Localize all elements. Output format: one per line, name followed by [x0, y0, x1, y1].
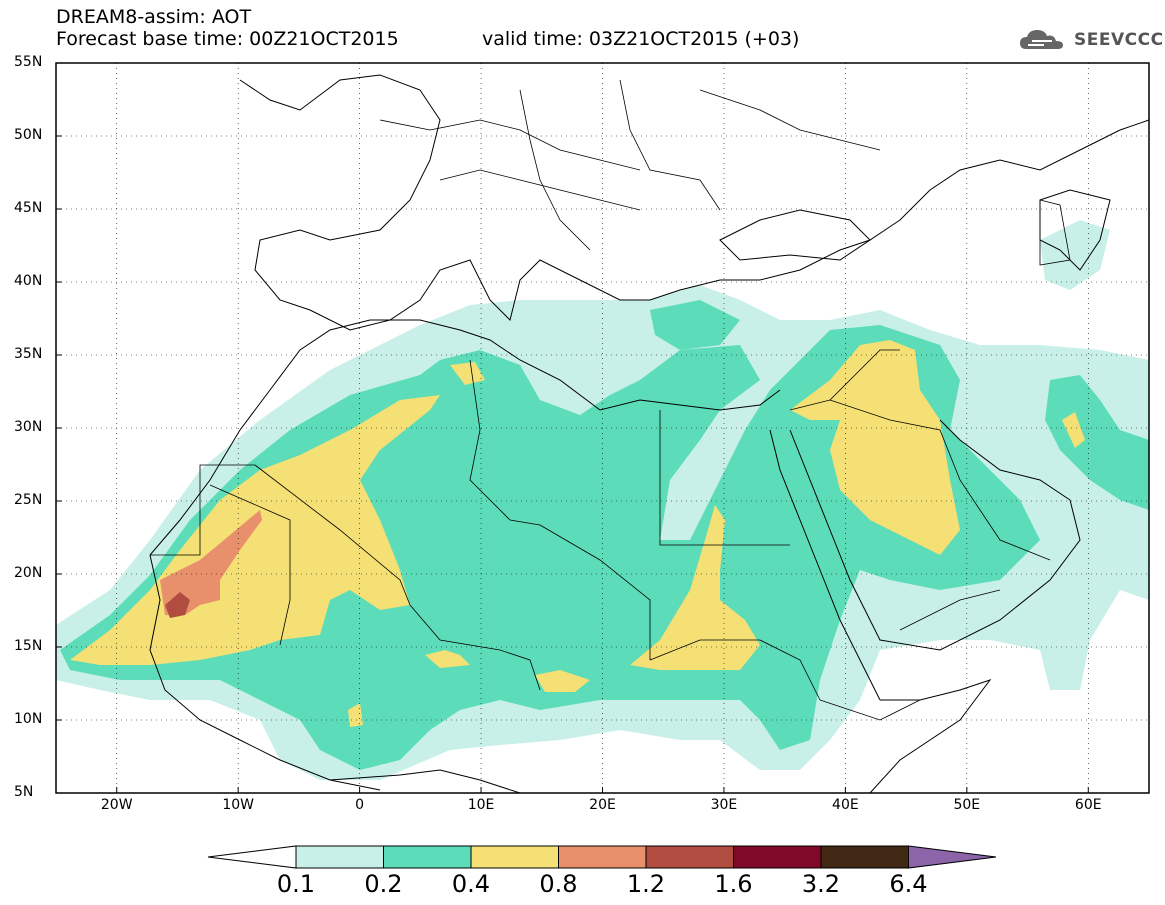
colorbar-label: 6.4 — [889, 870, 928, 898]
country-borders — [150, 79, 1071, 721]
latitude-label: 30N — [14, 419, 43, 435]
colorbar — [207, 845, 997, 869]
map-title: DREAM8-assim: AOT — [56, 6, 252, 28]
colorbar-label: 0.1 — [276, 870, 316, 898]
aot-band-0-4-iran — [1062, 412, 1085, 448]
colorbar-swatch-3 — [470, 845, 559, 869]
colorbar-max-arrow — [908, 845, 997, 869]
coastline-europe — [239, 74, 1149, 331]
coastline-gulf-guinea — [329, 769, 521, 793]
coastline-west-africa — [149, 554, 381, 791]
aot-band-0-4-chad — [535, 670, 590, 692]
cloud-icon — [1020, 30, 1063, 49]
aot-band-0-2 — [60, 325, 1040, 770]
colorbar-swatch-7 — [820, 845, 909, 869]
colorbar-swatch-5 — [645, 845, 734, 869]
border-algeria-libya — [469, 359, 541, 526]
aot-band-0-8 — [160, 510, 262, 615]
aot-band-1-2 — [165, 592, 190, 618]
aot-band-0-4-tunisia — [450, 362, 485, 385]
latitude-label: 15N — [14, 638, 43, 654]
latitude-label: 50N — [14, 127, 43, 143]
colorbar-label: 0.8 — [539, 870, 578, 898]
colorbar-label: 1.2 — [626, 870, 666, 898]
border-ethiopia — [819, 699, 921, 721]
coastline-north-africa — [149, 319, 781, 556]
longitude-label: 50E — [953, 797, 981, 813]
colorbar-label: 1.6 — [714, 870, 753, 898]
axis-ticks — [56, 62, 1089, 794]
logo-text: SEEVCCC — [1074, 30, 1164, 50]
latitude-label: 40N — [14, 273, 43, 289]
border-libya-chad — [539, 524, 651, 660]
latitude-label: 25N — [14, 492, 43, 508]
graticule — [56, 63, 1149, 793]
border-europe-1 — [379, 119, 641, 171]
latitude-label: 55N — [14, 54, 43, 70]
coastline-red-sea — [769, 429, 881, 701]
colorbar-min-arrow — [207, 845, 297, 869]
border-europe-3 — [519, 89, 591, 251]
coastline-arabia — [789, 419, 1081, 651]
seevccc-logo: SEEVCCC — [1018, 26, 1164, 54]
colorbar-swatch-2 — [383, 845, 472, 869]
border-europe-2 — [439, 169, 641, 211]
aot-band-0-2-aegean — [650, 300, 740, 350]
border-niger-chad — [409, 604, 541, 691]
border-libya-egypt — [659, 410, 790, 546]
colorbar-label: 3.2 — [801, 870, 841, 898]
border-sudan — [649, 639, 821, 701]
border-yemen — [899, 589, 1001, 631]
longitude-label: 10E — [467, 797, 495, 813]
colorbar-swatch-4 — [558, 845, 647, 869]
border-europe-4 — [619, 79, 721, 211]
longitude-label: 30E — [710, 797, 738, 813]
latitude-label: 10N — [14, 711, 43, 727]
border-kazakh — [1039, 199, 1071, 266]
aot-band-0-4-niger — [425, 650, 470, 668]
longitude-label: 20W — [100, 797, 133, 813]
map-subtitle: Forecast base time: 00Z21OCT2015 valid ti… — [56, 28, 799, 50]
forecast-base-time: Forecast base time: 00Z21OCT2015 — [56, 28, 399, 50]
latitude-label: 20N — [14, 565, 43, 581]
coastline-caspian — [1039, 189, 1111, 271]
border-mauritania-mali — [209, 484, 291, 646]
longitude-label: 60E — [1074, 797, 1102, 813]
longitude-label: 0 — [355, 797, 365, 813]
aot-band-0-1-caspian — [1040, 220, 1110, 290]
latitude-label: 5N — [14, 784, 34, 800]
longitude-label: 20E — [589, 797, 616, 813]
aot-band-0-4-arabia — [790, 340, 960, 555]
valid-time: valid time: 03Z21OCT2015 (+03) — [482, 28, 800, 50]
aot-band-0-4-sudan — [630, 505, 760, 670]
aot-contours — [56, 220, 1149, 780]
colorbar-label: 0.2 — [364, 870, 403, 898]
colorbar-label: 0.4 — [451, 870, 491, 898]
colorbar-swatch-1 — [295, 845, 384, 869]
aot-band-0-2-east — [1045, 375, 1149, 510]
border-russia — [699, 89, 881, 151]
border-west-sahara — [150, 464, 255, 556]
colorbar-swatch-6 — [733, 845, 822, 869]
border-iraq — [829, 349, 900, 401]
latitude-label: 45N — [14, 200, 43, 216]
coastline-black-sea — [719, 209, 871, 261]
coastlines — [149, 74, 1149, 793]
latitude-label: 35N — [14, 346, 43, 362]
longitude-label: 10W — [222, 797, 254, 813]
longitude-label: 40E — [832, 797, 859, 813]
border-algeria-mali — [254, 464, 411, 606]
aot-band-0-4-nigeria — [348, 703, 363, 727]
